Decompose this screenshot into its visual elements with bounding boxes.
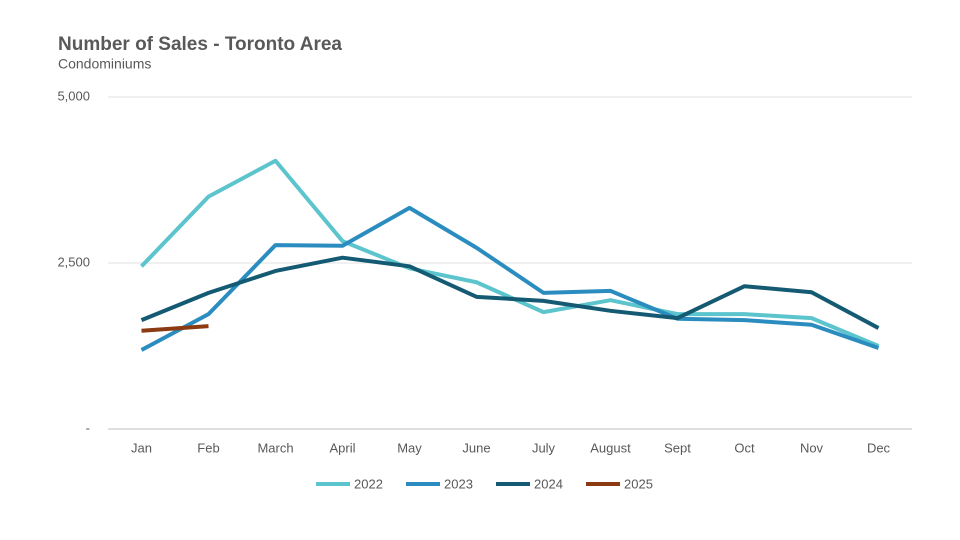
legend-label: 2024 (534, 476, 563, 491)
x-tick-label: June (462, 440, 490, 455)
x-tick-label: Dec (867, 440, 891, 455)
x-tick-label: Feb (197, 440, 219, 455)
x-tick-label: Oct (734, 440, 755, 455)
x-tick-label: Nov (800, 440, 824, 455)
x-tick-label: April (329, 440, 355, 455)
x-tick-label: Jan (131, 440, 152, 455)
chart-title: Number of Sales - Toronto Area (58, 34, 342, 55)
x-tick-label: March (257, 440, 293, 455)
legend-label: 2022 (354, 476, 383, 491)
chart-subtitle: Condominiums (58, 56, 151, 72)
series-line (140, 158, 880, 348)
series-line (140, 205, 880, 352)
series-line (140, 255, 880, 330)
y-tick-label: 5,000 (57, 88, 90, 103)
legend-label: 2025 (624, 476, 653, 491)
y-tick-label: 2,500 (57, 254, 90, 269)
y-tick-label: - (86, 420, 90, 435)
x-tick-label: Sept (664, 440, 691, 455)
legend-label: 2023 (444, 476, 473, 491)
x-tick-label: August (590, 440, 631, 455)
x-tick-label: July (532, 440, 556, 455)
x-tick-label: May (397, 440, 422, 455)
series-line (141, 324, 209, 333)
